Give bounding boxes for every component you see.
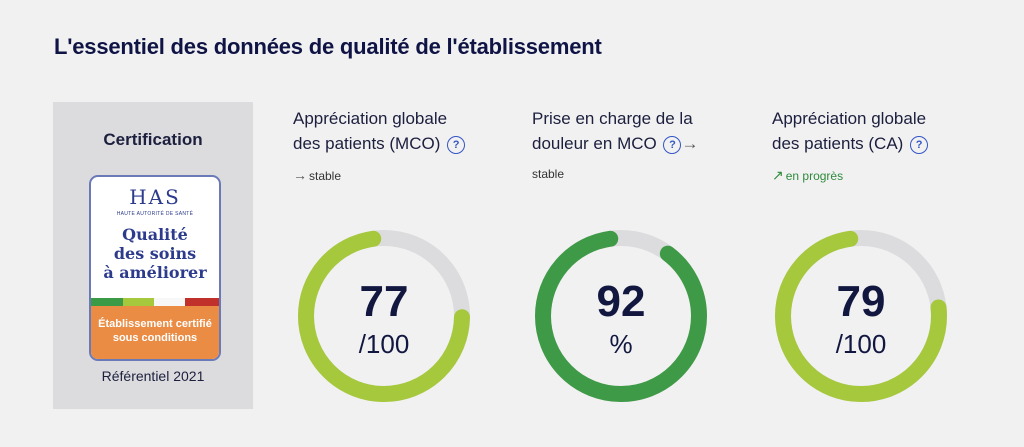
metric-label-line-1: Appréciation globale (293, 109, 448, 128)
arrow-right-icon: → (681, 134, 699, 153)
score-gauge: 77 /100 (296, 228, 472, 404)
trend-indicator: → stable (293, 167, 341, 183)
metric-label-line-2: des patients (CA) (772, 134, 904, 153)
gauge-unit: /100 (358, 329, 410, 359)
help-icon[interactable]: ? (447, 136, 466, 154)
help-icon[interactable]: ? (663, 136, 682, 154)
help-icon[interactable]: ? (910, 136, 929, 154)
metric-label-line-2: douleur en MCO (532, 134, 657, 153)
metric-satisfaction-ca: Appréciation globale des patients (CA) ? (772, 106, 972, 156)
trend-label: stable (532, 167, 565, 181)
gauge-arc (535, 230, 707, 402)
arrow-up-right-icon: ↗ (772, 167, 784, 183)
has-logo-subtitle: HAUTE AUTORITÉ DE SANTÉ (116, 211, 194, 217)
gauge-unit: % (609, 329, 633, 359)
gauge-unit: /100 (835, 329, 887, 359)
has-logo: HAS (129, 185, 181, 209)
gauge-arc (775, 230, 947, 402)
badge-color-bar (123, 298, 154, 306)
badge-footer-line-1: Établissement certifié (98, 318, 212, 330)
badge-quality-text: Qualité des soins à améliorer (91, 225, 219, 282)
badge-color-bar (91, 298, 123, 306)
trend-label: stable (309, 169, 342, 183)
badge-line-2: des soins (113, 244, 197, 263)
gauge-arc (298, 230, 470, 402)
badge-line-3: à améliorer (103, 263, 207, 282)
trend-label: en progrès (785, 169, 844, 183)
metric-label: Appréciation globale des patients (CA) ? (772, 106, 972, 156)
metric-label-line-1: Prise en charge de la (532, 109, 693, 128)
gauge-value: 77 (359, 277, 409, 326)
badge-footer: Établissement certifié sous conditions (91, 306, 219, 359)
badge-color-bar (185, 298, 219, 306)
metric-label: Prise en charge de la douleur en MCO ? → (532, 106, 732, 156)
arrow-right-icon: → (293, 167, 307, 183)
metric-label: Appréciation globale des patients (MCO) … (293, 106, 493, 156)
badge-color-bar (154, 298, 185, 306)
has-certification-badge: HAS HAUTE AUTORITÉ DE SANTÉ Qualité des … (89, 175, 221, 361)
metric-label-line-1: Appréciation globale (772, 109, 927, 128)
score-gauge: 79 /100 (773, 228, 949, 404)
certification-card: Certification HAS HAUTE AUTORITÉ DE SANT… (53, 102, 253, 409)
score-gauge: 92 % (533, 228, 709, 404)
gauge-value: 79 (836, 277, 886, 326)
metric-label-line-2: des patients (MCO) (293, 134, 441, 153)
badge-footer-line-2: sous conditions (112, 332, 198, 344)
certification-heading: Certification (103, 130, 203, 149)
certification-referential: Référentiel 2021 (101, 368, 205, 384)
gauge-value: 92 (596, 277, 646, 326)
metric-satisfaction-mco: Appréciation globale des patients (MCO) … (293, 106, 493, 156)
badge-line-1: Qualité (122, 225, 188, 244)
trend-indicator: ↗ en progrès (772, 167, 843, 184)
page-title: L'essentiel des données de qualité de l'… (54, 34, 602, 59)
trend-indicator: stable (532, 167, 564, 181)
metric-pain-management-mco: Prise en charge de la douleur en MCO ? → (532, 106, 732, 156)
